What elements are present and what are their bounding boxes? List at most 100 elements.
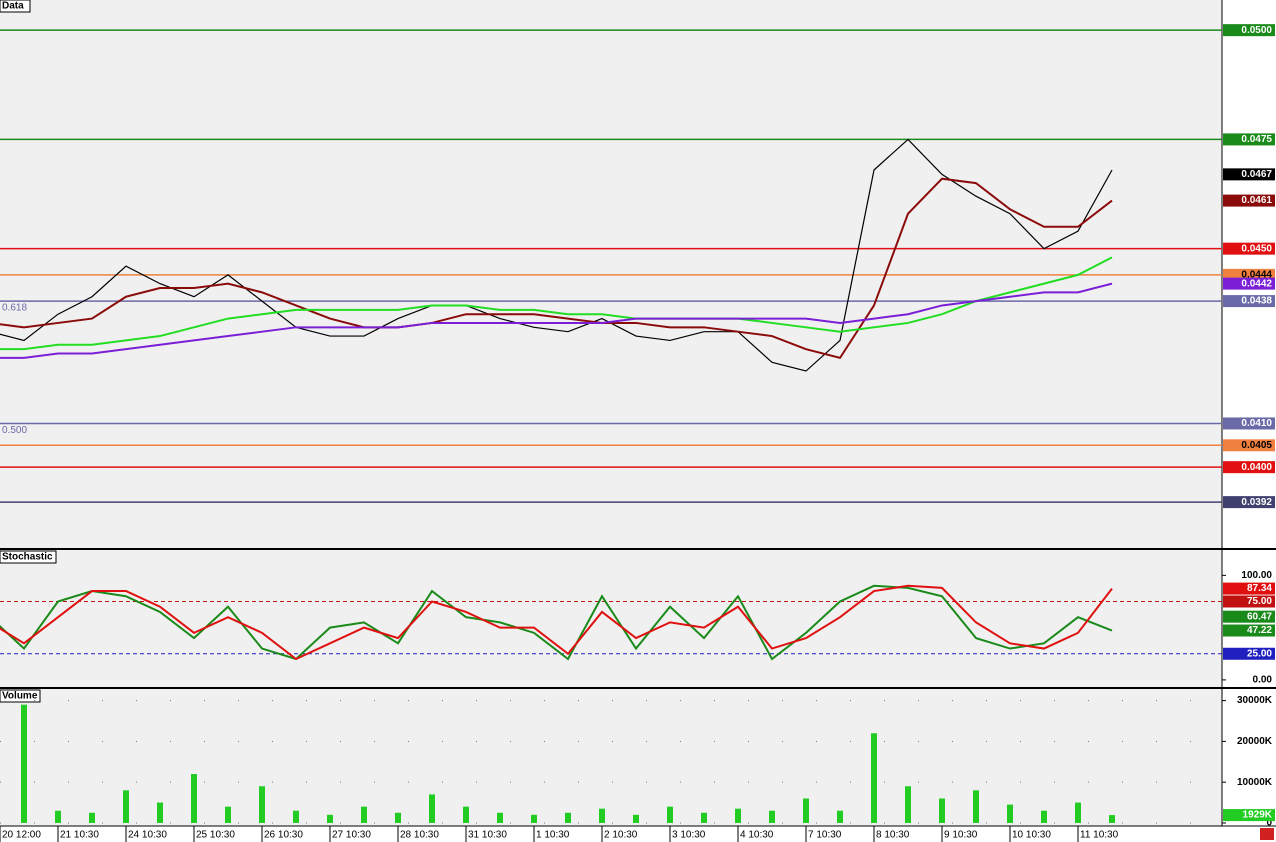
fib-label: 0.500 [2,425,27,436]
marker-box [1223,194,1275,207]
fib-label: 0.618 [2,303,27,314]
plot-background [0,0,1222,826]
volume-bar [837,810,843,823]
x-tick-label: 1 10:30 [536,830,570,841]
x-tick-label: 21 10:30 [60,830,99,841]
volume-bar [599,808,605,823]
level-box [1223,295,1275,308]
y-tick-label: 0 [1266,818,1272,829]
marker-label: 0.0461 [1241,195,1272,206]
x-tick-label: 4 10:30 [740,830,774,841]
volume-bar [21,704,27,823]
series-line [0,282,1113,359]
y-tick-label: 0.00 [1253,675,1273,686]
level-label: 0.0410 [1241,418,1272,429]
x-tick-label: 11 10:30 [1080,830,1119,841]
scroll-button[interactable] [1260,828,1274,840]
level-label: 25.00 [1247,648,1272,659]
panel-title-box [0,0,31,13]
volume-bar [157,802,163,823]
volume-bar [429,794,435,823]
volume-bar [123,790,129,823]
volume-bar [361,806,367,823]
volume-bar [531,814,537,823]
x-tick-label: 27 10:30 [332,830,371,841]
volume-bar [803,798,809,823]
volume-bar [89,812,95,823]
level-box [1223,496,1275,509]
marker-label: 47.22 [1247,625,1272,636]
y-tick-label: 100.00 [1241,570,1272,581]
x-tick-label: 24 10:30 [128,830,167,841]
panel-title: Data [2,1,24,12]
volume-bar [735,808,741,823]
series-line [0,256,1113,351]
series-line [0,177,1113,360]
volume-bar [191,774,197,823]
volume-bar [225,806,231,823]
volume-bar [871,733,877,823]
marker-box [1223,277,1275,290]
panel-title-box [0,689,41,703]
level-label: 0.0392 [1241,497,1272,508]
level-box [1223,417,1275,430]
level-label: 0.0444 [1241,270,1272,281]
volume-bar [463,806,469,823]
volume-bar [497,812,503,823]
volume-bar [1109,815,1115,823]
level-box [1223,439,1275,452]
marker-label: 0.0442 [1241,278,1272,289]
panel-title: Stochastic [2,552,53,563]
volume-bar [667,806,673,823]
volume-bar [327,814,333,823]
level-label: 75.00 [1247,596,1272,607]
level-label: 0.0475 [1241,134,1272,145]
marker-box [1223,582,1275,595]
level-box [1223,24,1275,37]
volume-bar [633,814,639,823]
level-label: 0.0450 [1241,243,1272,254]
panel-title: Volume [2,691,38,702]
x-tick-label: 25 10:30 [196,830,235,841]
volume-bar [55,810,61,823]
volume-bar [293,810,299,823]
y-tick-label: 30000K [1237,695,1273,706]
marker-label: 60.47 [1247,611,1272,622]
volume-bar [259,786,265,823]
volume-bar [1075,802,1081,823]
y-tick-label: 10000K [1237,777,1273,788]
x-tick-label: 31 10:30 [468,830,507,841]
x-tick-label: 2 10:30 [604,830,638,841]
level-label: 0.0500 [1241,25,1272,36]
volume-bar [565,812,571,823]
level-box [1223,461,1275,474]
volume-bar [1041,810,1047,823]
level-box [1223,647,1275,660]
volume-bar [769,810,775,823]
level-box [1223,595,1275,608]
marker-label: 0.0467 [1241,169,1272,180]
marker-label: 87.34 [1247,583,1272,594]
volume-bar [905,786,911,823]
x-tick-label: 3 10:30 [672,830,706,841]
level-label: 0.0405 [1241,440,1272,451]
series-line [0,584,1113,661]
level-box [1223,133,1275,146]
series-line [0,584,1113,661]
level-label: 0.0400 [1241,462,1272,473]
x-tick-label: 9 10:30 [944,830,978,841]
volume-bar [939,798,945,823]
volume-bar [973,790,979,823]
volume-bar [395,812,401,823]
volume-bar [1007,804,1013,823]
x-tick-label: 28 10:30 [400,830,439,841]
level-box [1223,242,1275,255]
x-tick-label: 20 12:00 [2,830,41,841]
marker-label: 1929K [1243,810,1273,821]
x-tick-label: 8 10:30 [876,830,910,841]
x-tick-label: 10 10:30 [1012,830,1051,841]
time-axis [0,826,1276,842]
volume-bar [701,812,707,823]
marker-box [1223,809,1275,822]
